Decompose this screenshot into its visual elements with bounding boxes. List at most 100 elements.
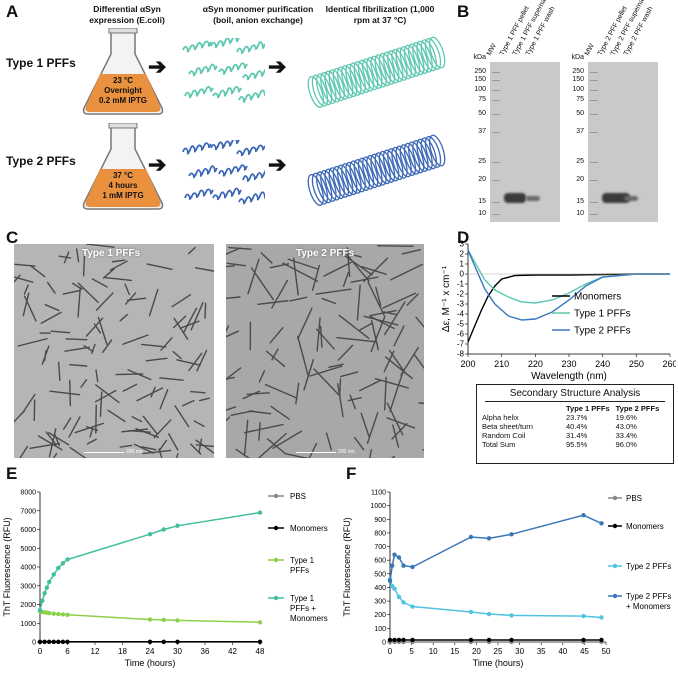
fibril-ring	[353, 61, 371, 94]
em-fibril	[265, 350, 286, 367]
fibril-ring	[382, 51, 400, 84]
fibril-ring	[345, 161, 362, 194]
em-fibril	[142, 449, 172, 455]
em-fibril	[347, 396, 362, 402]
em-fibril	[243, 419, 249, 455]
x-tick-label: 36	[201, 647, 210, 656]
fibril-ring	[370, 153, 387, 186]
monomer-squiggle	[218, 62, 248, 75]
table-cell: 43.0%	[615, 422, 637, 431]
em-fibril	[22, 292, 30, 317]
table-cell: 33.4%	[615, 431, 637, 440]
table-header-cell: Type 1 PFFs	[566, 404, 610, 413]
fibril-ring	[378, 52, 396, 85]
em-fibril	[175, 453, 179, 458]
fibril-ring	[382, 149, 400, 182]
data-point	[46, 639, 52, 645]
monomer-squiggle	[242, 170, 265, 183]
monomer-squiggle	[236, 41, 265, 55]
em-fibril	[271, 348, 279, 361]
y-tick-label: 1	[460, 260, 465, 269]
data-point	[468, 534, 474, 540]
em-fibril	[374, 377, 409, 389]
data-point	[147, 639, 153, 645]
fibril-ring	[324, 168, 341, 201]
fibril-ring	[370, 55, 387, 88]
y-tick-label: 5000	[20, 546, 36, 553]
em-fibril	[14, 274, 21, 283]
fibril-ring	[332, 67, 350, 100]
fibril-ring	[336, 66, 354, 99]
em-fibril	[140, 343, 167, 348]
fibril-ring	[428, 36, 446, 69]
em-fibril	[54, 434, 61, 447]
table-cell: Total Sum	[482, 440, 516, 449]
table-row: Alpha helix 23.7% 19.6%	[479, 413, 662, 422]
data-point	[486, 536, 492, 541]
em-fibril	[50, 330, 71, 334]
ladder-label: 75	[576, 96, 584, 103]
em-fibril	[65, 338, 88, 341]
ladder-label: 15	[576, 198, 584, 205]
x-tick-label: 30	[515, 647, 524, 656]
fibril-ring	[420, 39, 437, 72]
panel-letter-e: E	[6, 464, 18, 483]
em-fibril	[82, 253, 86, 277]
data-point	[410, 604, 415, 609]
data-point	[486, 637, 492, 643]
data-point	[396, 594, 402, 600]
data-point	[599, 637, 604, 643]
arrow-right-icon: ➔	[268, 152, 287, 177]
legend-label: Type 2 PFFs	[626, 592, 671, 601]
table-row: Random Coil 31.4% 33.4%	[479, 431, 662, 440]
legend-marker	[612, 495, 618, 501]
em-fibril	[266, 438, 287, 455]
table-header-cell	[479, 404, 563, 413]
x-axis-label: Time (hours)	[473, 658, 524, 668]
legend-label: Monomers	[290, 524, 328, 533]
data-point	[161, 639, 166, 645]
ladder-band	[492, 80, 500, 81]
table-header-cell: Type 2 PFFs	[615, 404, 660, 413]
em-fibril	[246, 392, 270, 396]
y-tick-label: 700	[374, 544, 386, 551]
legend-label: Monomers	[626, 522, 664, 531]
em-fibril	[418, 402, 424, 405]
em-fibril	[356, 284, 361, 321]
em-fibril	[64, 346, 90, 352]
x-tick-label: 42	[228, 647, 237, 656]
em-fibril	[359, 322, 373, 331]
y-tick-label: -7	[457, 340, 465, 349]
em-fibril	[363, 257, 389, 283]
legend-label: PFFs	[290, 566, 309, 575]
em-fibril	[325, 432, 333, 451]
em-fibril	[102, 268, 115, 279]
data-point	[509, 613, 514, 618]
monomer-squiggle	[188, 165, 218, 179]
fibril-ring	[408, 141, 425, 174]
em-fibril	[14, 276, 34, 283]
secondary-structure-table: Secondary Structure Analysis Type 1 PFFs…	[476, 384, 674, 464]
ladder-label: 25	[576, 158, 584, 165]
em-fibril	[339, 251, 362, 258]
data-point	[60, 639, 66, 645]
em-fibril	[269, 263, 290, 269]
em-fibril	[401, 248, 421, 255]
em-fibril	[260, 252, 273, 264]
y-tick-label: 8000	[20, 490, 36, 497]
x-tick-label: 0	[38, 647, 43, 656]
em-fibril	[386, 417, 416, 429]
em-fibril	[308, 442, 318, 458]
data-point	[509, 637, 514, 643]
em-fibril	[390, 455, 396, 458]
fibril-ring	[412, 42, 429, 74]
fibril-ring	[349, 160, 366, 193]
data-point	[56, 639, 61, 645]
data-point	[60, 561, 66, 566]
em-fibril	[226, 330, 240, 338]
fibril-ring	[349, 62, 366, 95]
em-fibril	[133, 443, 155, 454]
series-line	[467, 249, 670, 304]
series-line	[467, 249, 670, 321]
x-tick-label: 12	[91, 647, 100, 656]
